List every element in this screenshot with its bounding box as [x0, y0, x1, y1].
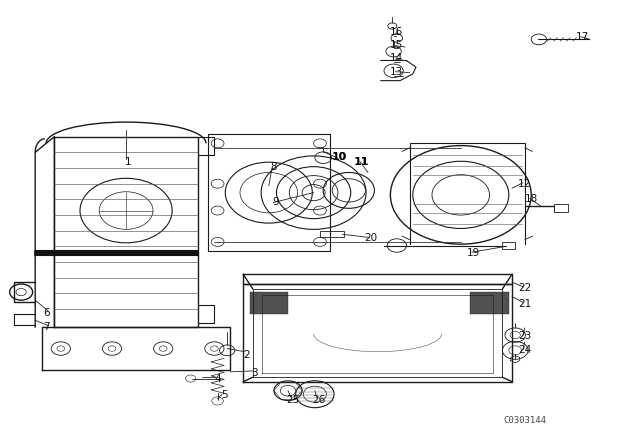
Text: 6: 6 — [43, 308, 49, 318]
Text: 7: 7 — [43, 322, 49, 332]
Text: 22: 22 — [518, 283, 531, 293]
Text: 26: 26 — [312, 395, 325, 405]
Bar — [502, 242, 515, 249]
Text: 2: 2 — [243, 350, 250, 360]
Text: 11: 11 — [354, 157, 369, 167]
Text: 23: 23 — [518, 331, 531, 341]
Text: C0303144: C0303144 — [503, 416, 547, 425]
Text: 8: 8 — [271, 162, 277, 172]
Text: 10: 10 — [333, 152, 346, 162]
Text: 18: 18 — [525, 194, 538, 204]
Text: 19: 19 — [467, 248, 480, 258]
Text: 24: 24 — [518, 345, 531, 355]
Text: 3: 3 — [252, 368, 258, 378]
Text: 5: 5 — [221, 390, 227, 400]
Text: 13: 13 — [390, 67, 403, 77]
Bar — [320, 231, 344, 237]
Text: 4: 4 — [214, 374, 221, 383]
Text: 1: 1 — [125, 157, 131, 167]
Bar — [470, 292, 509, 314]
Text: 10: 10 — [332, 152, 347, 162]
Bar — [554, 204, 568, 212]
Text: 14: 14 — [390, 53, 403, 63]
Text: 11: 11 — [355, 157, 368, 167]
Text: 9: 9 — [272, 198, 278, 207]
Text: 15: 15 — [390, 40, 403, 50]
Text: 16: 16 — [390, 27, 403, 37]
Bar — [250, 292, 288, 314]
Text: 17: 17 — [576, 32, 589, 42]
Text: 21: 21 — [518, 299, 531, 309]
Text: 12: 12 — [518, 179, 531, 189]
Text: 20: 20 — [365, 233, 378, 243]
Text: 25: 25 — [287, 395, 300, 405]
